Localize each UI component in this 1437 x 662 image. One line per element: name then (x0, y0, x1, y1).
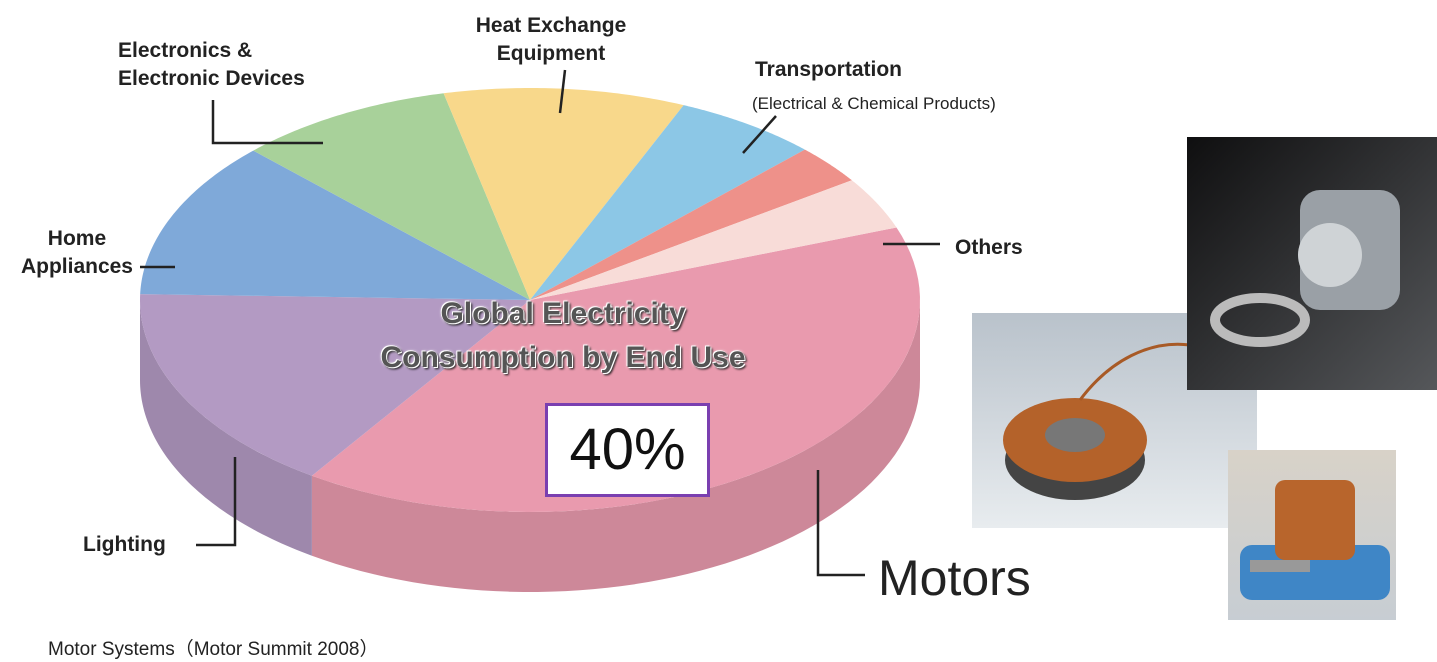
category-label: Transportation (755, 58, 903, 81)
slice (443, 88, 684, 301)
photo-shape (1298, 223, 1362, 287)
leader-line (196, 457, 237, 547)
caption: Motor Systems（Motor Summit 2008） (48, 639, 379, 660)
leader-lines (140, 69, 940, 577)
category-label: Electronics & Electronic Devices (118, 39, 305, 90)
category-label: Motors (878, 550, 1031, 606)
category-label: Lighting (83, 533, 166, 556)
photo-shape (1210, 293, 1310, 347)
slice (530, 149, 852, 300)
chart-title: Global Electricity Consumption by End Us… (380, 297, 746, 374)
slice (311, 227, 920, 512)
category-label: Heat Exchange Equipment (475, 14, 627, 65)
value-label: 40% (545, 403, 710, 497)
slice (530, 105, 805, 300)
slice (140, 150, 531, 300)
category-label: Home Appliances (20, 227, 133, 278)
photo-shape (1045, 418, 1105, 452)
photo-shape (1275, 480, 1355, 560)
photo-shape (1240, 545, 1390, 600)
category-label: Others (955, 236, 1023, 259)
slice-side (311, 300, 920, 592)
annotation: (Electrical & Chemical Products) (752, 94, 996, 113)
pie (140, 88, 920, 592)
slice (530, 180, 897, 300)
photo-shape (1078, 342, 1191, 401)
leader-line (816, 470, 865, 577)
photos (972, 137, 1437, 620)
leader-line (742, 115, 777, 154)
slice (253, 93, 531, 300)
photo-shape (1250, 560, 1310, 572)
slice-side (140, 300, 312, 556)
leader-line (211, 100, 323, 145)
leader-line (558, 69, 567, 114)
slice (140, 294, 530, 476)
